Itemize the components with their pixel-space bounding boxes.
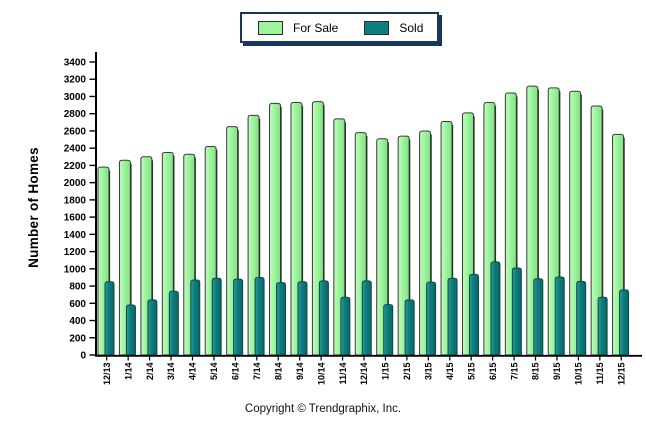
bar-sold	[468, 273, 479, 356]
x-tick-label: 12/15	[616, 363, 626, 386]
y-axis-title: Number of Homes	[20, 60, 46, 355]
x-tick-label: 4/15	[445, 363, 455, 381]
y-axis-title-text: Number of Homes	[25, 147, 41, 268]
y-tick-label: 1400	[64, 230, 87, 241]
legend-swatch-sold	[364, 20, 390, 35]
bar-sold	[426, 281, 437, 356]
y-tick-label: 0	[80, 351, 86, 362]
x-tick-label: 9/15	[552, 363, 562, 381]
x-tick-label: 10/15	[574, 363, 584, 386]
y-tick-label: 3400	[64, 58, 87, 69]
x-tick-label: 4/14	[188, 363, 198, 381]
y-tick-label: 3200	[64, 75, 87, 86]
y-tick-label: 2000	[64, 178, 87, 189]
bar-sold	[297, 281, 308, 356]
bar-sold	[383, 304, 394, 356]
bar-sold	[104, 281, 115, 356]
x-tick-label: 9/14	[295, 363, 305, 381]
bar-sold	[340, 296, 351, 356]
bar-sold	[619, 289, 630, 356]
x-tick-label: 11/14	[338, 363, 348, 385]
copyright-text: Copyright © Trendgraphix, Inc.	[244, 403, 402, 415]
y-tick-label: 600	[69, 299, 86, 310]
x-tick-label: 12/14	[359, 363, 369, 386]
bar-sold	[125, 304, 136, 356]
bar-sold	[254, 276, 265, 356]
bar-sold	[597, 296, 608, 356]
bar-for-sale	[590, 105, 603, 356]
x-tick-label: 1/15	[381, 363, 391, 381]
axes-group: 0 200 400 600 800 1000 1200 1400 1600 1800 2000 220…	[64, 52, 642, 385]
bar-for-sale	[333, 118, 346, 356]
y-tick-label: 800	[69, 282, 86, 293]
bar-sold	[447, 277, 458, 356]
x-tick-label: 7/15	[509, 363, 519, 381]
x-tick-label: 7/14	[252, 363, 262, 381]
bars-group	[97, 85, 630, 356]
y-tick-label: 400	[69, 316, 86, 327]
bar-sold	[490, 261, 501, 356]
y-tick-label: 1200	[64, 247, 87, 258]
bar-sold	[533, 278, 544, 356]
bar-sold	[404, 299, 415, 356]
x-tick-label: 1/14	[123, 363, 133, 381]
bar-chart: 0 200 400 600 800 1000 1200 1400 1600 1800 2000 220…	[64, 52, 642, 385]
x-tick-label: 5/15	[466, 363, 476, 381]
legend-swatch-for-sale	[258, 20, 283, 35]
bar-sold	[168, 290, 179, 356]
legend-label-sold: Sold	[399, 20, 424, 35]
x-tick-label: 8/14	[273, 363, 283, 381]
y-tick-label: 1600	[64, 213, 87, 224]
y-tick-label: 2600	[64, 126, 87, 137]
x-tick-label: 8/15	[531, 363, 541, 381]
x-tick-label: 3/14	[166, 363, 176, 381]
x-tick-label: 2/15	[402, 363, 412, 381]
bar-sold	[276, 282, 287, 356]
y-tick-label: 1800	[64, 195, 87, 206]
legend-label-for-sale: For Sale	[293, 20, 339, 35]
bar-sold	[211, 277, 222, 356]
y-tick-label: 3000	[64, 92, 87, 103]
bar-sold	[576, 280, 587, 356]
x-tick-label: 5/14	[209, 363, 219, 381]
bar-sold	[190, 279, 201, 356]
bar-sold	[554, 276, 565, 356]
bar-sold	[361, 280, 372, 356]
x-tick-label: 3/15	[424, 363, 434, 381]
y-tick-label: 200	[69, 333, 86, 344]
y-tick-label: 2800	[64, 109, 87, 120]
x-tick-label: 12/13	[102, 363, 112, 386]
x-tick-label: 2/14	[145, 363, 155, 381]
bar-sold	[233, 278, 244, 356]
x-tick-label: 11/15	[595, 363, 605, 385]
x-tick-label: 6/15	[488, 363, 498, 381]
bar-sold	[318, 280, 329, 356]
y-tick-label: 2400	[64, 144, 87, 155]
x-tick-label: 6/14	[231, 363, 241, 381]
y-tick-label: 2200	[64, 161, 87, 172]
legend: For Sale Sold	[240, 12, 440, 43]
bar-sold	[147, 299, 158, 356]
bar-sold	[511, 267, 522, 356]
y-tick-label: 1000	[64, 264, 87, 275]
x-tick-label: 10/14	[316, 363, 326, 386]
bar-for-sale	[376, 138, 389, 356]
